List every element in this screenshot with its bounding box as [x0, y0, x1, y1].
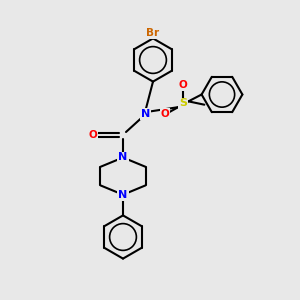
- Text: S: S: [179, 98, 187, 109]
- Text: O: O: [178, 80, 188, 91]
- Text: N: N: [118, 190, 127, 200]
- Text: N: N: [118, 152, 127, 163]
- Text: N: N: [141, 109, 150, 119]
- Text: O: O: [160, 109, 169, 119]
- Text: O: O: [88, 130, 98, 140]
- Text: Br: Br: [146, 28, 160, 38]
